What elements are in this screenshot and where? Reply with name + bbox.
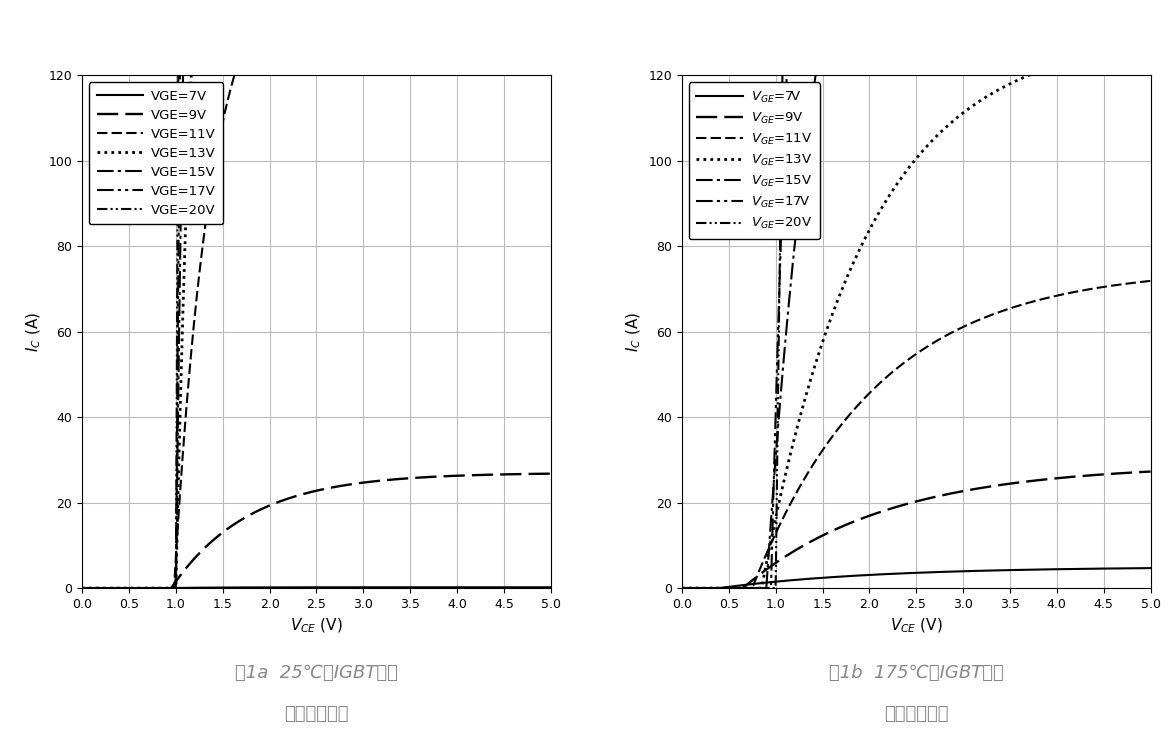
VGE=13V	[123, 584, 137, 593]
VGE=9V	[264, 500, 278, 509]
$V_{GE}$=7V	[997, 566, 1011, 575]
$V_{GE}$=17V	[675, 584, 689, 593]
VGE=9V	[544, 469, 558, 478]
$V_{GE}$=9V	[675, 584, 689, 593]
$V_{GE}$=7V	[1143, 563, 1158, 572]
$V_{GE}$=9V	[882, 505, 896, 514]
VGE=9V	[397, 474, 411, 483]
$V_{GE}$=7V	[675, 584, 689, 593]
X-axis label: $V_{CE}$ (V): $V_{CE}$ (V)	[290, 617, 343, 635]
$V_{GE}$=7V	[1048, 565, 1062, 574]
VGE=9V	[123, 584, 137, 593]
$V_{GE}$=9V	[864, 510, 878, 520]
VGE=7V	[448, 583, 463, 592]
$V_{GE}$=13V	[1048, 61, 1062, 70]
VGE=7V	[544, 583, 558, 592]
X-axis label: $V_{CE}$ (V): $V_{CE}$ (V)	[890, 617, 943, 635]
Line: VGE=15V: VGE=15V	[82, 0, 551, 588]
$V_{GE}$=9V	[1048, 474, 1062, 483]
Line: $V_{GE}$=20V: $V_{GE}$=20V	[682, 0, 1151, 588]
VGE=11V	[123, 584, 137, 593]
$V_{GE}$=11V	[675, 584, 689, 593]
$V_{GE}$=13V	[675, 584, 689, 593]
$V_{GE}$=11V	[864, 387, 878, 396]
$V_{GE}$=20V	[675, 584, 689, 593]
Line: $V_{GE}$=15V: $V_{GE}$=15V	[682, 0, 1151, 588]
VGE=7V	[440, 583, 454, 592]
Line: VGE=9V: VGE=9V	[82, 474, 551, 588]
$V_{GE}$=7V	[1040, 565, 1054, 574]
$V_{GE}$=7V	[864, 570, 878, 579]
Text: 输出特性曲线: 输出特性曲线	[884, 705, 949, 723]
VGE=7V	[397, 583, 411, 592]
$V_{GE}$=9V	[997, 480, 1011, 489]
Text: 图1b  175℃下IGBT典型: 图1b 175℃下IGBT典型	[829, 664, 1004, 682]
Y-axis label: $I_C$ (A): $I_C$ (A)	[25, 311, 43, 352]
$V_{GE}$=13V	[882, 192, 896, 201]
VGE=15V	[123, 584, 137, 593]
VGE=7V	[264, 583, 278, 592]
Line: $V_{GE}$=17V: $V_{GE}$=17V	[682, 0, 1151, 588]
$V_{GE}$=15V	[723, 584, 737, 593]
$V_{GE}$=11V	[882, 371, 896, 380]
Line: VGE=17V: VGE=17V	[82, 0, 551, 588]
$V_{GE}$=11V	[997, 306, 1011, 315]
Line: $V_{GE}$=9V: $V_{GE}$=9V	[682, 471, 1151, 588]
$V_{GE}$=13V	[723, 584, 737, 593]
Line: VGE=7V: VGE=7V	[82, 587, 551, 588]
VGE=7V	[282, 583, 296, 592]
VGE=9V	[75, 584, 89, 593]
$V_{GE}$=9V	[1143, 467, 1158, 476]
$V_{GE}$=13V	[1040, 64, 1054, 73]
Legend: $V_{GE}$=7V, $V_{GE}$=9V, $V_{GE}$=11V, $V_{GE}$=13V, $V_{GE}$=15V, $V_{GE}$=17V: $V_{GE}$=7V, $V_{GE}$=9V, $V_{GE}$=11V, …	[688, 82, 819, 239]
$V_{GE}$=7V	[723, 582, 737, 591]
VGE=17V	[75, 584, 89, 593]
$V_{GE}$=11V	[1143, 277, 1158, 286]
Legend: VGE=7V, VGE=9V, VGE=11V, VGE=13V, VGE=15V, VGE=17V, VGE=20V: VGE=7V, VGE=9V, VGE=11V, VGE=13V, VGE=15…	[89, 82, 223, 225]
Y-axis label: $I_C$ (A): $I_C$ (A)	[625, 311, 643, 352]
Line: $V_{GE}$=7V: $V_{GE}$=7V	[682, 568, 1151, 588]
VGE=9V	[448, 471, 463, 480]
$V_{GE}$=7V	[882, 569, 896, 578]
Line: VGE=13V: VGE=13V	[82, 0, 551, 588]
VGE=15V	[75, 584, 89, 593]
$V_{GE}$=15V	[675, 584, 689, 593]
VGE=20V	[123, 584, 137, 593]
VGE=9V	[282, 494, 296, 503]
Text: 图1a  25℃下IGBT典型: 图1a 25℃下IGBT典型	[235, 664, 398, 682]
$V_{GE}$=11V	[1048, 291, 1062, 300]
Text: 输出特性曲线: 输出特性曲线	[284, 705, 349, 723]
Line: VGE=20V: VGE=20V	[82, 0, 551, 588]
$V_{GE}$=13V	[864, 222, 878, 231]
$V_{GE}$=17V	[723, 584, 737, 593]
VGE=7V	[75, 584, 89, 593]
Line: $V_{GE}$=11V: $V_{GE}$=11V	[682, 281, 1151, 588]
VGE=20V	[75, 584, 89, 593]
$V_{GE}$=11V	[1040, 293, 1054, 302]
Line: $V_{GE}$=13V: $V_{GE}$=13V	[682, 46, 1151, 588]
VGE=9V	[440, 471, 454, 480]
VGE=17V	[123, 584, 137, 593]
$V_{GE}$=9V	[1040, 475, 1054, 484]
VGE=7V	[123, 584, 137, 593]
$V_{GE}$=9V	[723, 584, 737, 593]
$V_{GE}$=11V	[723, 584, 737, 593]
Line: VGE=11V: VGE=11V	[82, 0, 551, 588]
VGE=13V	[75, 584, 89, 593]
$V_{GE}$=13V	[1143, 41, 1158, 51]
$V_{GE}$=20V	[723, 584, 737, 593]
VGE=11V	[75, 584, 89, 593]
$V_{GE}$=13V	[997, 82, 1011, 91]
